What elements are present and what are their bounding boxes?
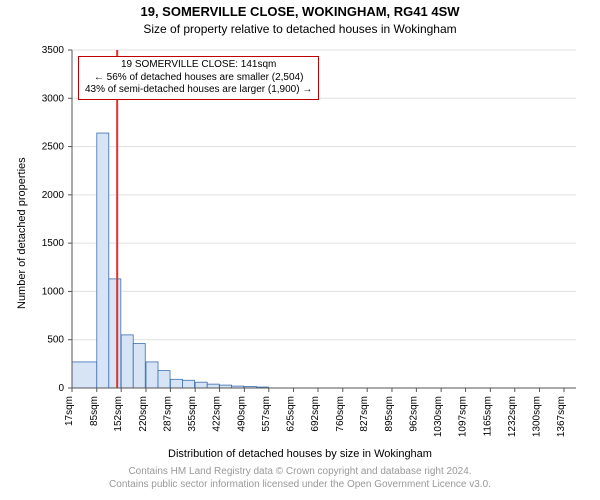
annotation-box: 19 SOMERVILLE CLOSE: 141sqm ← 56% of det…	[78, 56, 319, 100]
svg-text:557sqm: 557sqm	[261, 396, 272, 432]
svg-text:827sqm: 827sqm	[359, 396, 370, 432]
x-axis-label: Distribution of detached houses by size …	[0, 448, 600, 460]
svg-text:3000: 3000	[42, 93, 65, 104]
svg-text:355sqm: 355sqm	[187, 396, 198, 432]
svg-text:490sqm: 490sqm	[236, 396, 247, 432]
footer-line-2: Contains public sector information licen…	[109, 479, 491, 490]
chart-subtitle: Size of property relative to detached ho…	[0, 22, 600, 36]
svg-text:85sqm: 85sqm	[89, 396, 100, 426]
svg-text:0: 0	[58, 383, 64, 394]
svg-text:17sqm: 17sqm	[64, 396, 75, 426]
svg-text:1165sqm: 1165sqm	[482, 396, 493, 436]
svg-text:1500: 1500	[42, 238, 65, 249]
svg-text:422sqm: 422sqm	[212, 396, 223, 432]
svg-text:3500: 3500	[42, 45, 65, 56]
svg-text:895sqm: 895sqm	[384, 396, 395, 432]
svg-text:1000: 1000	[42, 286, 65, 297]
annotation-line-2: ← 56% of detached houses are smaller (2,…	[85, 72, 312, 85]
svg-text:1097sqm: 1097sqm	[458, 396, 469, 437]
svg-text:1232sqm: 1232sqm	[507, 396, 518, 437]
annotation-line-3: 43% of semi-detached houses are larger (…	[85, 84, 312, 97]
svg-text:625sqm: 625sqm	[286, 396, 297, 432]
annotation-line-1: 19 SOMERVILLE CLOSE: 141sqm	[85, 59, 312, 72]
svg-text:760sqm: 760sqm	[335, 396, 346, 432]
y-axis-label: Number of detached properties	[16, 157, 28, 309]
svg-text:500: 500	[47, 335, 64, 346]
svg-text:1300sqm: 1300sqm	[532, 396, 543, 437]
svg-text:2500: 2500	[42, 142, 65, 153]
svg-text:1367sqm: 1367sqm	[556, 396, 567, 437]
svg-text:962sqm: 962sqm	[408, 396, 419, 432]
footer-attribution: Contains HM Land Registry data © Crown c…	[0, 466, 600, 491]
svg-text:287sqm: 287sqm	[162, 396, 173, 432]
svg-text:152sqm: 152sqm	[113, 396, 124, 432]
chart-title: 19, SOMERVILLE CLOSE, WOKINGHAM, RG41 4S…	[0, 4, 600, 19]
svg-text:1030sqm: 1030sqm	[433, 396, 444, 437]
histogram-plot: 050010001500200025003000350017sqm85sqm15…	[72, 50, 576, 448]
footer-line-1: Contains HM Land Registry data © Crown c…	[128, 466, 471, 477]
svg-text:692sqm: 692sqm	[310, 396, 321, 432]
svg-text:220sqm: 220sqm	[138, 396, 149, 432]
svg-text:2000: 2000	[42, 190, 65, 201]
